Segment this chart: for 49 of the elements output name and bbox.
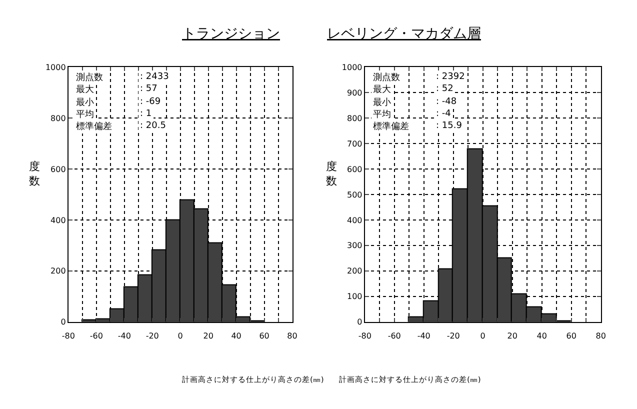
- text: 平均 : 1: [76, 109, 152, 120]
- y-tick-label: 400: [346, 216, 362, 225]
- x-tick-label: -80: [358, 331, 372, 340]
- chart-title: レベリング・マカダム層: [327, 26, 481, 42]
- y-tick-label: 1000: [45, 63, 66, 72]
- x-tick-label: 80: [287, 331, 298, 340]
- y-tick-label: 100: [346, 292, 362, 302]
- y-tick-label: 1000: [342, 63, 362, 72]
- text: 最小 : -48: [373, 97, 457, 108]
- x-tick-label: -20: [446, 331, 460, 340]
- y-tick-label: 300: [346, 241, 362, 250]
- x-tick-label: -20: [146, 331, 159, 340]
- chart-title: トランジション: [182, 26, 280, 42]
- y-tick-label: 800: [50, 114, 66, 123]
- text: 標準偏差 : 20.5: [76, 121, 166, 132]
- x-tick-label: 40: [231, 331, 242, 340]
- x-tick-label: -60: [90, 331, 103, 340]
- y-tick-label: 0: [357, 318, 362, 327]
- text: 平均 : -4: [373, 109, 451, 120]
- y-tick-label: 600: [50, 164, 66, 174]
- x-tick-label: 20: [507, 331, 518, 340]
- text: 最大 : 52: [373, 84, 454, 95]
- text: 測点数 : 2392: [373, 72, 465, 83]
- x-tick-label: 60: [566, 331, 576, 340]
- y-tick-label: 600: [346, 164, 362, 174]
- text: 最小 : -69: [76, 97, 161, 108]
- x-tick-label: -60: [388, 331, 401, 340]
- y-tick-label: 200: [50, 266, 66, 276]
- y-tick-label: 200: [346, 266, 362, 276]
- y-axis-title: 度数: [326, 160, 337, 188]
- y-tick-label: 500: [346, 190, 362, 200]
- y-tick-label: 900: [346, 88, 362, 98]
- x-tick-label: 80: [596, 331, 606, 340]
- text: 標準偏差 : 15.9: [373, 121, 462, 132]
- y-tick-label: 700: [346, 139, 362, 148]
- y-axis-title: 度数: [29, 160, 40, 188]
- x-tick-label: 40: [536, 331, 547, 340]
- x-tick-label: 0: [480, 331, 486, 340]
- x-tick-label: -80: [62, 331, 75, 340]
- x-tick-label: 20: [203, 331, 214, 340]
- y-tick-label: 0: [60, 318, 66, 327]
- text: 最大 : 57: [76, 84, 158, 95]
- x-tick-label: -40: [417, 331, 430, 340]
- x-tick-label: 0: [178, 331, 183, 340]
- y-tick-label: 800: [346, 114, 362, 123]
- y-tick-label: 400: [50, 216, 66, 225]
- x-tick-label: 60: [259, 331, 270, 340]
- x-tick-label: -40: [118, 331, 131, 340]
- text: 測点数 : 2433: [76, 72, 169, 83]
